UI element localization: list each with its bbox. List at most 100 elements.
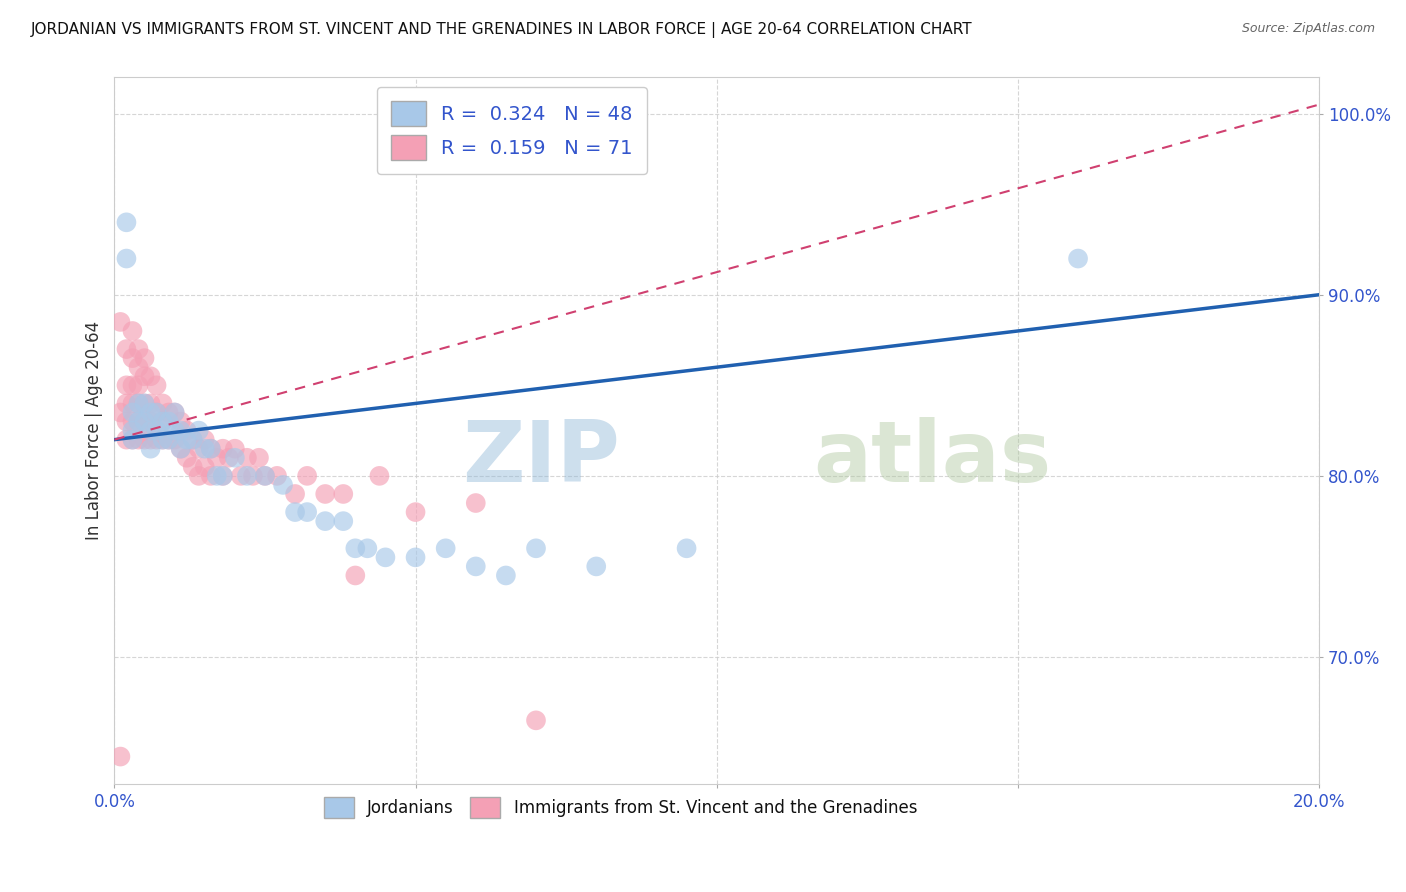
Point (295, 505, 318, 519)
Point (121, 324, 143, 338)
Text: ZIP: ZIP (463, 417, 620, 500)
Point (157, 415, 180, 429)
Point (128, 396, 150, 410)
Point (139, 424, 162, 438)
Text: Source: ZipAtlas.com: Source: ZipAtlas.com (1241, 22, 1375, 36)
Point (169, 424, 191, 438)
Point (295, 468, 318, 483)
Point (121, 415, 143, 429)
Point (110, 315, 132, 329)
Point (524, 541, 547, 556)
Point (121, 405, 143, 419)
Point (145, 405, 167, 419)
Point (200, 468, 222, 483)
Point (176, 450, 198, 465)
Point (163, 424, 186, 438)
Point (405, 505, 427, 519)
Point (495, 568, 517, 582)
Point (134, 433, 156, 447)
Point (205, 450, 228, 465)
Point (368, 468, 391, 483)
Point (211, 468, 233, 483)
Point (139, 433, 162, 447)
Point (253, 468, 276, 483)
Point (145, 378, 167, 392)
Point (169, 442, 191, 456)
Point (110, 405, 132, 419)
Point (110, 749, 132, 764)
Point (121, 378, 143, 392)
Point (675, 541, 697, 556)
Point (181, 459, 204, 474)
Point (236, 468, 259, 483)
Point (200, 442, 222, 456)
Point (266, 468, 288, 483)
Point (139, 369, 162, 384)
Point (145, 424, 167, 438)
Point (218, 450, 240, 465)
Point (128, 396, 150, 410)
Point (194, 442, 217, 456)
Point (194, 433, 217, 447)
Point (134, 415, 156, 429)
Point (194, 459, 217, 474)
Point (236, 450, 259, 465)
Point (115, 396, 138, 410)
Point (115, 415, 138, 429)
Point (115, 252, 138, 266)
Point (121, 396, 143, 410)
Point (134, 415, 156, 429)
Point (253, 468, 276, 483)
Point (187, 442, 209, 456)
Point (145, 433, 167, 447)
Point (139, 442, 162, 456)
Point (314, 487, 336, 501)
Point (157, 433, 180, 447)
Point (115, 378, 138, 392)
Point (121, 433, 143, 447)
Point (128, 415, 150, 429)
Point (332, 514, 354, 528)
Point (139, 405, 162, 419)
Point (163, 405, 186, 419)
Point (176, 424, 198, 438)
Point (115, 342, 138, 356)
Point (211, 468, 233, 483)
Point (128, 342, 150, 356)
Point (284, 487, 307, 501)
Point (181, 433, 204, 447)
Point (314, 514, 336, 528)
Point (157, 405, 180, 419)
Point (115, 215, 138, 229)
Legend: Jordanians, Immigrants from St. Vincent and the Grenadines: Jordanians, Immigrants from St. Vincent … (316, 790, 924, 825)
Point (205, 468, 228, 483)
Point (374, 550, 396, 565)
Point (134, 351, 156, 366)
Text: JORDANIAN VS IMMIGRANTS FROM ST. VINCENT AND THE GRENADINES IN LABOR FORCE | AGE: JORDANIAN VS IMMIGRANTS FROM ST. VINCENT… (31, 22, 973, 38)
Point (169, 415, 191, 429)
Point (284, 505, 307, 519)
Text: atlas: atlas (813, 417, 1052, 500)
Point (128, 360, 150, 375)
Point (128, 433, 150, 447)
Point (224, 442, 246, 456)
Point (211, 442, 233, 456)
Point (176, 433, 198, 447)
Point (121, 351, 143, 366)
Point (247, 450, 270, 465)
Point (163, 405, 186, 419)
Point (115, 433, 138, 447)
Point (434, 541, 457, 556)
Point (229, 468, 252, 483)
Point (152, 415, 174, 429)
Point (134, 396, 156, 410)
Point (145, 405, 167, 419)
Point (128, 378, 150, 392)
Point (464, 496, 486, 510)
Point (187, 424, 209, 438)
Point (405, 550, 427, 565)
Point (163, 433, 186, 447)
Point (121, 424, 143, 438)
Point (344, 541, 367, 556)
Point (134, 369, 156, 384)
